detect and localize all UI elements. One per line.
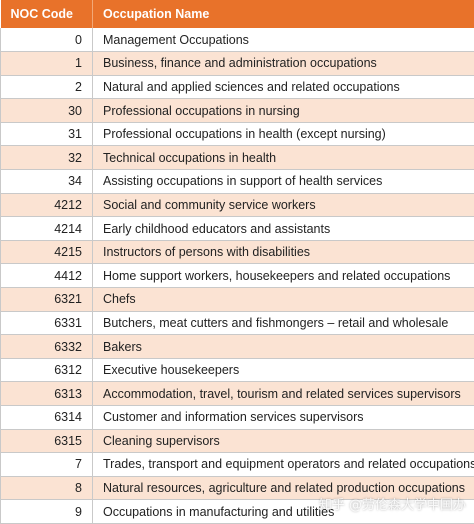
noc-code-cell: 6315 <box>1 429 93 453</box>
occupation-name-cell: Trades, transport and equipment operator… <box>93 453 474 477</box>
occupation-name-cell: Accommodation, travel, tourism and relat… <box>93 382 474 406</box>
occupation-name-cell: Professional occupations in nursing <box>93 99 474 123</box>
noc-code-cell: 7 <box>1 453 93 477</box>
occupation-name-cell: Natural resources, agriculture and relat… <box>93 476 474 500</box>
occupation-name-cell: Instructors of persons with disabilities <box>93 240 474 264</box>
occupation-name-cell: Executive housekeepers <box>93 358 474 382</box>
occupation-name-cell: Natural and applied sciences and related… <box>93 75 474 99</box>
noc-code-cell: 6312 <box>1 358 93 382</box>
noc-code-cell: 6314 <box>1 406 93 430</box>
noc-code-cell: 4212 <box>1 193 93 217</box>
occupation-name-cell: Professional occupations in health (exce… <box>93 122 474 146</box>
noc-code-cell: 6321 <box>1 288 93 312</box>
noc-code-cell: 6331 <box>1 311 93 335</box>
noc-code-cell: 6313 <box>1 382 93 406</box>
noc-code-cell: 4214 <box>1 217 93 241</box>
noc-code-cell: 0 <box>1 28 93 52</box>
occupation-name-cell: Cleaning supervisors <box>93 429 474 453</box>
occupation-name-cell: Customer and information services superv… <box>93 406 474 430</box>
noc-code-cell: 8 <box>1 476 93 500</box>
occupation-name-cell: Social and community service workers <box>93 193 474 217</box>
occupation-name-cell: Business, finance and administration occ… <box>93 52 474 76</box>
table-header-row: NOC Code Occupation Name <box>1 0 474 28</box>
noc-code-cell: 2 <box>1 75 93 99</box>
occupation-name-cell: Butchers, meat cutters and fishmongers –… <box>93 311 474 335</box>
occupation-name-cell: Chefs <box>93 288 474 312</box>
header-noc-code: NOC Code <box>1 0 93 28</box>
occupation-name-cell: Management Occupations <box>93 28 474 52</box>
occupation-name-cell: Bakers <box>93 335 474 359</box>
occupation-name-cell: Technical occupations in health <box>93 146 474 170</box>
occupation-name-cell: Occupations in manufacturing and utiliti… <box>93 500 474 524</box>
occupation-name-cell: Home support workers, housekeepers and r… <box>93 264 474 288</box>
noc-code-cell: 4215 <box>1 240 93 264</box>
header-occupation-name: Occupation Name <box>93 0 474 28</box>
noc-code-cell: 32 <box>1 146 93 170</box>
noc-code-cell: 30 <box>1 99 93 123</box>
noc-code-cell: 9 <box>1 500 93 524</box>
noc-code-cell: 34 <box>1 170 93 194</box>
occupation-name-cell: Assisting occupations in support of heal… <box>93 170 474 194</box>
noc-code-cell: 4412 <box>1 264 93 288</box>
noc-code-cell: 6332 <box>1 335 93 359</box>
noc-code-cell: 31 <box>1 122 93 146</box>
noc-code-cell: 1 <box>1 52 93 76</box>
occupation-name-cell: Early childhood educators and assistants <box>93 217 474 241</box>
